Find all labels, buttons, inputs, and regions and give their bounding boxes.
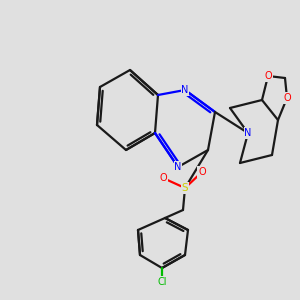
Text: O: O [264,71,272,81]
Text: N: N [174,162,182,172]
Text: N: N [244,128,252,138]
Text: O: O [159,173,167,183]
Text: S: S [182,183,188,193]
Text: N: N [181,85,189,95]
Text: O: O [198,167,206,177]
Text: Cl: Cl [157,277,167,287]
Text: O: O [283,93,291,103]
